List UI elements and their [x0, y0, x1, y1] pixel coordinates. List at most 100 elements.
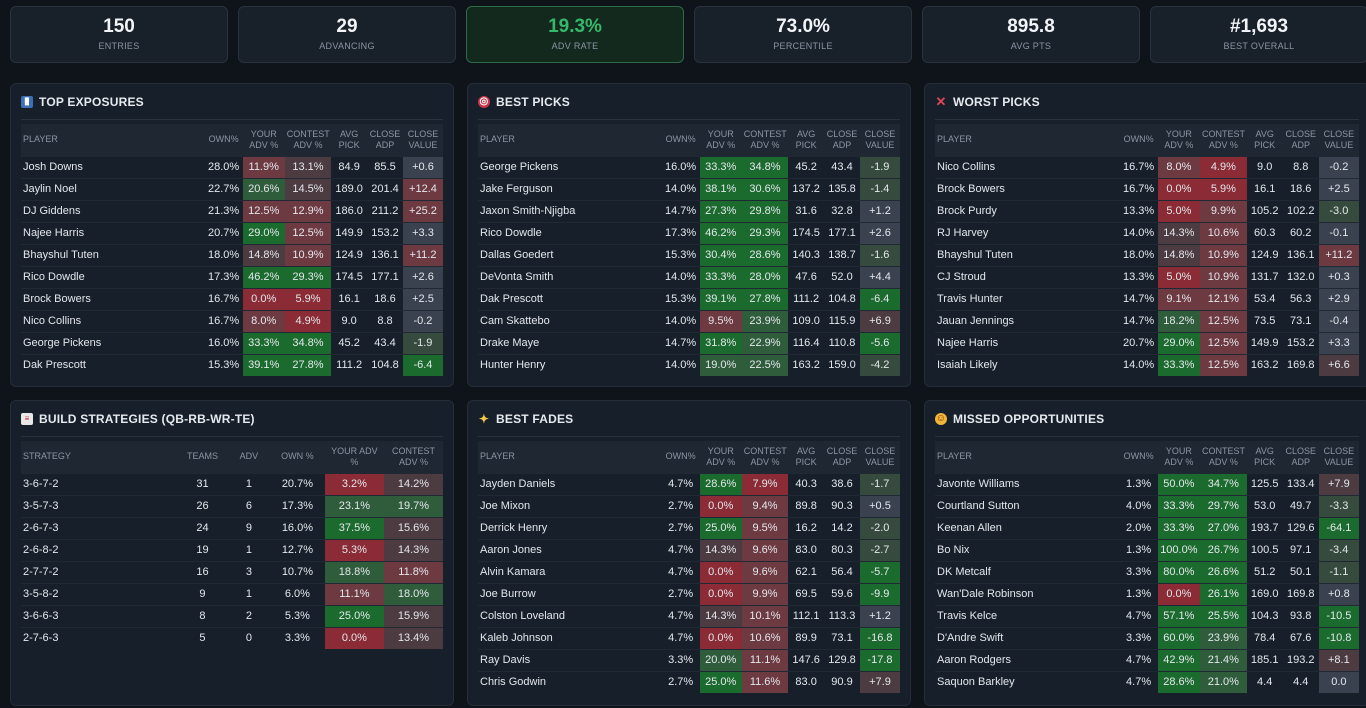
column-header[interactable]: CLOSE VALUE	[1318, 441, 1359, 473]
table-row[interactable]: Wan'Dale Robinson 1.3% 0.0% 26.1% 169.0 169.8…	[935, 582, 1359, 605]
column-header[interactable]: YOUR ADV %	[324, 441, 384, 473]
column-header[interactable]: TEAMS	[177, 441, 228, 473]
table-row[interactable]: DK Metcalf 3.3% 80.0% 26.6% 51.2 50.1 -1.1	[935, 560, 1359, 583]
table-row[interactable]: Aaron Jones 4.7% 14.3% 9.6% 83.0 80.3 -2.7	[478, 538, 900, 561]
column-header[interactable]: CLOSE VALUE	[859, 441, 900, 473]
column-header[interactable]: PLAYER	[478, 441, 662, 473]
table-row[interactable]: Jaylin Noel 22.7% 20.6% 14.5% 189.0 201.4 +12.…	[21, 177, 443, 200]
table-row[interactable]: Josh Downs 28.0% 11.9% 13.1% 84.9 85.5 +0.6	[21, 155, 443, 178]
column-header[interactable]: CLOSE ADP	[367, 124, 403, 156]
column-header[interactable]: YOUR ADV %	[699, 124, 742, 156]
column-header[interactable]: OWN%	[1119, 124, 1158, 156]
table-row[interactable]: Joe Mixon 2.7% 0.0% 9.4% 89.8 90.3 +0.5	[478, 494, 900, 517]
table-row[interactable]: Courtland Sutton 4.0% 33.3% 29.7% 53.0 49.7 -3…	[935, 494, 1359, 517]
column-header[interactable]: OWN%	[1119, 441, 1158, 473]
column-header[interactable]: CONTEST ADV %	[1200, 124, 1247, 156]
table-row[interactable]: George Pickens 16.0% 33.3% 34.8% 45.2 43.4 -1.…	[478, 155, 900, 178]
table-row[interactable]: Bo Nix 1.3% 100.0% 26.7% 100.5 97.1 -3.4	[935, 538, 1359, 561]
table-row[interactable]: 2-7-6-3 5 0 3.3% 0.0% 13.4%	[21, 626, 443, 649]
column-header[interactable]: AVG PICK	[331, 124, 368, 156]
table-row[interactable]: Bhayshul Tuten 18.0% 14.8% 10.9% 124.9 136.1 +…	[935, 243, 1359, 266]
table-row[interactable]: Aaron Rodgers 4.7% 42.9% 21.4% 185.1 193.2 +8.…	[935, 648, 1359, 671]
table-row[interactable]: Najee Harris 20.7% 29.0% 12.5% 149.9 153.2 +3.…	[935, 331, 1359, 354]
column-header[interactable]: CLOSE VALUE	[859, 124, 900, 156]
column-header[interactable]: AVG PICK	[1246, 124, 1283, 156]
column-header[interactable]: YOUR ADV %	[1157, 124, 1201, 156]
column-header[interactable]: YOUR ADV %	[1157, 441, 1201, 473]
table-row[interactable]: Rico Dowdle 17.3% 46.2% 29.3% 174.5 177.1 +2.6	[21, 265, 443, 288]
table-row[interactable]: 3-6-6-3 8 2 5.3% 25.0% 15.9%	[21, 604, 443, 627]
table-row[interactable]: Rico Dowdle 17.3% 46.2% 29.3% 174.5 177.1 +2.6	[478, 221, 900, 244]
column-header[interactable]: CLOSE VALUE	[402, 124, 443, 156]
table-row[interactable]: Saquon Barkley 4.7% 28.6% 21.0% 4.4 4.4 0.0	[935, 670, 1359, 693]
table-row[interactable]: Cam Skattebo 14.0% 9.5% 23.9% 109.0 115.9 +6.9	[478, 309, 900, 332]
table-row[interactable]: Chris Godwin 2.7% 25.0% 11.6% 83.0 90.9 +7.9	[478, 670, 900, 693]
column-header[interactable]: AVG PICK	[1246, 441, 1283, 473]
table-row[interactable]: CJ Stroud 13.3% 5.0% 10.9% 131.7 132.0 +0.3	[935, 265, 1359, 288]
table-row[interactable]: Nico Collins 16.7% 8.0% 4.9% 9.0 8.8 -0.2	[21, 309, 443, 332]
table-row[interactable]: Derrick Henry 2.7% 25.0% 9.5% 16.2 14.2 -2.0	[478, 516, 900, 539]
column-header[interactable]: CLOSE VALUE	[1318, 124, 1359, 156]
table-row[interactable]: Najee Harris 20.7% 29.0% 12.5% 149.9 153.2 +3.…	[21, 221, 443, 244]
table-row[interactable]: 2-6-8-2 19 1 12.7% 5.3% 14.3%	[21, 538, 443, 561]
column-header[interactable]: AVG PICK	[788, 124, 825, 156]
table-row[interactable]: Dak Prescott 15.3% 39.1% 27.8% 111.2 104.8 -6.…	[21, 353, 443, 376]
column-header[interactable]: AVG PICK	[788, 441, 825, 473]
column-header[interactable]: OWN%	[204, 124, 243, 156]
column-header[interactable]: PLAYER	[935, 124, 1120, 156]
table-row[interactable]: Jaxon Smith-Njigba 14.7% 27.3% 29.8% 31.6 32.…	[478, 199, 900, 222]
table-row[interactable]: George Pickens 16.0% 33.3% 34.8% 45.2 43.4 -1.…	[21, 331, 443, 354]
column-header[interactable]: STRATEGY	[21, 441, 178, 473]
column-header[interactable]: CONTEST ADV %	[383, 441, 443, 473]
table-row[interactable]: Nico Collins 16.7% 8.0% 4.9% 9.0 8.8 -0.2	[935, 155, 1359, 178]
table-row[interactable]: RJ Harvey 14.0% 14.3% 10.6% 60.3 60.2 -0.1	[935, 221, 1359, 244]
table-row[interactable]: Ray Davis 3.3% 20.0% 11.1% 147.6 129.8 -17.8	[478, 648, 900, 671]
column-header[interactable]: CLOSE ADP	[824, 124, 860, 156]
table-row[interactable]: Dak Prescott 15.3% 39.1% 27.8% 111.2 104.8 -6.…	[478, 287, 900, 310]
table-row[interactable]: 2-6-7-3 24 9 16.0% 37.5% 15.6%	[21, 516, 443, 539]
column-header[interactable]: CONTEST ADV %	[741, 124, 789, 156]
table-row[interactable]: Dallas Goedert 15.3% 30.4% 28.6% 140.3 138.7-…	[478, 243, 900, 266]
table-row[interactable]: DeVonta Smith 14.0% 33.3% 28.0% 47.6 52.0 +4.4	[478, 265, 900, 288]
table-row[interactable]: Isaiah Likely 14.0% 33.3% 12.5% 163.2 169.8 +6…	[935, 353, 1359, 376]
table-row[interactable]: Keenan Allen 2.0% 33.3% 27.0% 193.7 129.6 -64.…	[935, 516, 1359, 539]
table-row[interactable]: D'Andre Swift 3.3% 60.0% 23.9% 78.4 67.6 -10.8	[935, 626, 1359, 649]
column-header[interactable]: ADV	[227, 441, 270, 473]
column-header[interactable]: OWN%	[661, 124, 700, 156]
table-row[interactable]: Brock Bowers 16.7% 0.0% 5.9% 16.1 18.6 +2.5	[935, 177, 1359, 200]
table-row[interactable]: 3-5-8-2 9 1 6.0% 11.1% 18.0%	[21, 582, 443, 605]
column-header[interactable]: PLAYER	[21, 124, 205, 156]
table-row[interactable]: Joe Burrow 2.7% 0.0% 9.9% 69.5 59.6 -9.9	[478, 582, 900, 605]
table-row[interactable]: Colston Loveland 4.7% 14.3% 10.1% 112.1 113.3…	[478, 604, 900, 627]
column-header[interactable]: CLOSE ADP	[1282, 441, 1319, 473]
column-header[interactable]: YOUR ADV %	[242, 124, 285, 156]
table-row[interactable]: Kaleb Johnson 4.7% 0.0% 10.6% 89.9 73.1 -16.8	[478, 626, 900, 649]
column-header[interactable]: CONTEST ADV %	[741, 441, 789, 473]
column-header[interactable]: CONTEST ADV %	[1200, 441, 1247, 473]
column-header[interactable]: CLOSE ADP	[824, 441, 860, 473]
column-header[interactable]: OWN %	[269, 441, 325, 473]
column-header[interactable]: CLOSE ADP	[1282, 124, 1319, 156]
table-row[interactable]: 3-5-7-3 26 6 17.3% 23.1% 19.7%	[21, 494, 443, 517]
column-header[interactable]: YOUR ADV %	[699, 441, 742, 473]
column-header[interactable]: PLAYER	[935, 441, 1120, 473]
table-row[interactable]: Alvin Kamara 4.7% 0.0% 9.6% 62.1 56.4 -5.7	[478, 560, 900, 583]
table-row[interactable]: 3-6-7-2 31 1 20.7% 3.2% 14.2%	[21, 472, 443, 495]
table-row[interactable]: 2-7-7-2 16 3 10.7% 18.8% 11.8%	[21, 560, 443, 583]
table-row[interactable]: Brock Bowers 16.7% 0.0% 5.9% 16.1 18.6 +2.5	[21, 287, 443, 310]
column-header[interactable]: PLAYER	[478, 124, 662, 156]
table-row[interactable]: Travis Hunter 14.7% 9.1% 12.1% 53.4 56.3 +2.9	[935, 287, 1359, 310]
table-row[interactable]: Travis Kelce 4.7% 57.1% 25.5% 104.3 93.8 -10.5	[935, 604, 1359, 627]
table-row[interactable]: Jake Ferguson 14.0% 38.1% 30.6% 137.2 135.8 -1…	[478, 177, 900, 200]
table-row[interactable]: Brock Purdy 13.3% 5.0% 9.9% 105.2 102.2 -3.0	[935, 199, 1359, 222]
row-label: George Pickens	[21, 331, 205, 354]
table-row[interactable]: Jauan Jennings 14.7% 18.2% 12.5% 73.5 73.1 -0.…	[935, 309, 1359, 332]
table-row[interactable]: Jayden Daniels 4.7% 28.6% 7.9% 40.3 38.6 -1.7	[478, 472, 900, 495]
table-row[interactable]: Javonte Williams 1.3% 50.0% 34.7% 125.5 133.4…	[935, 472, 1359, 495]
table-row[interactable]: Bhayshul Tuten 18.0% 14.8% 10.9% 124.9 136.1 +…	[21, 243, 443, 266]
column-header[interactable]: CONTEST ADV %	[284, 124, 332, 156]
table-row[interactable]: DJ Giddens 21.3% 12.5% 12.9% 186.0 211.2 +25.2	[21, 199, 443, 222]
table-row[interactable]: Drake Maye 14.7% 31.8% 22.9% 116.4 110.8 -5.6	[478, 331, 900, 354]
column-header[interactable]: OWN%	[661, 441, 700, 473]
table-row[interactable]: Hunter Henry 14.0% 19.0% 22.5% 163.2 159.0 -4.…	[478, 353, 900, 376]
